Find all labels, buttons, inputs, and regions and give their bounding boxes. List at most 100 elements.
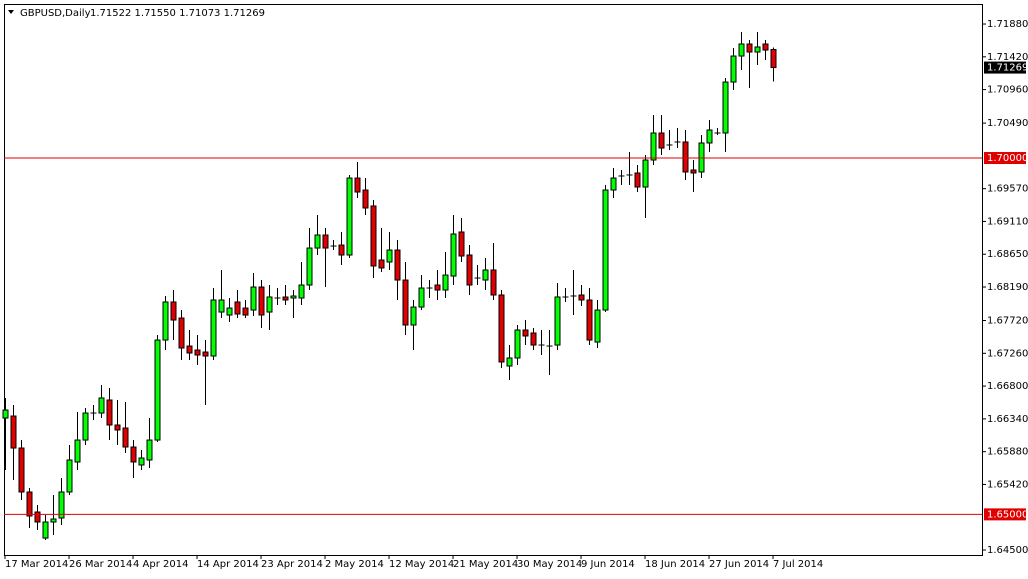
- x-tick-label: 21 May 2014: [453, 559, 518, 570]
- candle-body: [186, 345, 193, 354]
- candle-body: [458, 231, 465, 257]
- candle-body: [346, 177, 353, 256]
- candle-body: [234, 301, 241, 315]
- candle-body: [266, 296, 273, 313]
- candle-body: [650, 132, 657, 161]
- candle-body: [250, 286, 257, 311]
- candle-body: [682, 141, 689, 173]
- candle-body: [594, 309, 601, 343]
- candle-body: [50, 518, 57, 523]
- candle-body: [162, 301, 169, 341]
- candle-body: [138, 457, 145, 466]
- y-tick-label: 1.71420: [987, 52, 1028, 63]
- hline-label-bg: [984, 508, 1026, 521]
- candle-body: [466, 254, 473, 286]
- candle-body: [386, 249, 393, 263]
- candle-body: [442, 274, 449, 291]
- candle-body: [34, 511, 41, 523]
- candle-body: [418, 287, 425, 308]
- candle-body: [106, 399, 113, 426]
- y-tick-label: 1.67720: [987, 316, 1028, 327]
- candle-body: [130, 446, 137, 463]
- candle-body: [746, 43, 753, 53]
- candle-body: [10, 415, 17, 449]
- candle-body: [98, 397, 105, 414]
- candle-body: [394, 249, 401, 281]
- candle-body: [74, 439, 81, 463]
- y-tick-label: 1.70490: [987, 118, 1028, 129]
- y-tick-label: 1.66340: [987, 414, 1028, 425]
- candle-body: [170, 301, 177, 321]
- candle-body: [282, 296, 289, 301]
- candle-body: [754, 46, 761, 53]
- candle-body: [66, 459, 73, 493]
- candle-body: [322, 234, 329, 249]
- candle-body: [634, 172, 641, 188]
- candle-body: [506, 357, 513, 367]
- symbol-title: GBPUSD,Daily: [20, 8, 91, 19]
- candle-body: [354, 177, 361, 193]
- y-tick-label: 1.67260: [987, 348, 1028, 359]
- x-tick-label: 27 Jun 2014: [709, 559, 769, 570]
- candle-body: [18, 447, 25, 493]
- candle-body: [698, 142, 705, 173]
- candle-body: [410, 306, 417, 326]
- candle-body: [306, 247, 313, 286]
- candle-body: [658, 132, 665, 149]
- candle-body: [154, 339, 161, 441]
- current-price-bg: [984, 61, 1026, 74]
- candle-body: [2, 409, 9, 419]
- candle-body: [314, 234, 321, 249]
- x-tick-label: 18 Jun 2014: [645, 559, 705, 570]
- y-tick-label: 1.70960: [987, 85, 1028, 96]
- candle-body: [242, 307, 249, 316]
- candle-body: [338, 244, 345, 256]
- x-tick-label: 14 Apr 2014: [197, 559, 259, 570]
- ohlc-info: 1.71522 1.71550 1.71073 1.71269: [90, 8, 265, 19]
- candle-body: [226, 307, 233, 316]
- candle-body: [258, 286, 265, 316]
- candle-body: [578, 294, 585, 301]
- y-tick-label: 1.68650: [987, 249, 1028, 260]
- candle-body: [178, 317, 185, 349]
- candle-body: [146, 439, 153, 461]
- x-tick-label: 9 Jun 2014: [581, 559, 635, 570]
- candle-body: [642, 159, 649, 188]
- candle-body: [202, 351, 209, 357]
- x-tick-label: 12 May 2014: [389, 559, 454, 570]
- candle-body: [498, 294, 505, 363]
- y-tick-label: 1.65880: [987, 447, 1028, 458]
- candle-body: [362, 189, 369, 209]
- candle-body: [610, 177, 617, 191]
- x-tick-label: 7 Jul 2014: [773, 559, 823, 570]
- candle-body: [114, 424, 121, 431]
- current-price-label: 1.71269: [987, 63, 1028, 74]
- candle-body: [370, 205, 377, 267]
- candle-body: [738, 43, 745, 57]
- candle-body: [122, 427, 129, 448]
- menu-arrow[interactable]: [8, 10, 14, 14]
- hline-label: 1.65000: [987, 509, 1028, 520]
- candle-body: [722, 81, 729, 134]
- y-tick-label: 1.71880: [987, 19, 1028, 30]
- candle-body: [378, 259, 385, 269]
- x-tick-label: 4 Apr 2014: [133, 559, 188, 570]
- candle-body: [554, 296, 561, 346]
- candle-body: [194, 349, 201, 356]
- candle-body: [586, 299, 593, 341]
- candle-body: [730, 55, 737, 83]
- candle-body: [770, 49, 777, 69]
- y-tick-label: 1.64500: [987, 545, 1028, 556]
- y-tick-label: 1.69110: [987, 216, 1028, 227]
- candle-body: [602, 189, 609, 311]
- candle-body: [210, 299, 217, 357]
- y-tick-label: 1.68190: [987, 282, 1028, 293]
- candle-body: [706, 129, 713, 144]
- x-tick-label: 30 May 2014: [517, 559, 582, 570]
- candle-body: [290, 295, 297, 299]
- candle-body: [690, 169, 697, 174]
- x-tick-label: 17 Mar 2014: [5, 559, 68, 570]
- candle-body: [26, 491, 33, 517]
- candle-body: [762, 43, 769, 51]
